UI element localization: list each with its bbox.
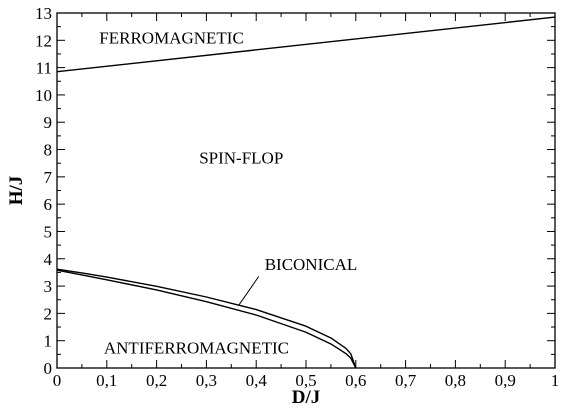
- ferromagnetic-label: FERROMAGNETIC: [99, 29, 244, 48]
- x-tick-label: 0,5: [295, 371, 316, 390]
- y-tick-label: 10: [35, 86, 52, 105]
- y-tick-label: 2: [44, 304, 53, 323]
- antiferromagnetic-label: ANTIFERROMAGNETIC: [104, 339, 289, 358]
- y-tick-label: 13: [35, 4, 52, 23]
- x-tick-label: 0: [53, 371, 62, 390]
- y-tick-label: 4: [44, 250, 53, 269]
- y-tick-label: 8: [44, 141, 53, 160]
- x-tick-label: 1: [551, 371, 560, 390]
- biconical-lower-line: [56, 269, 357, 369]
- y-tick-label: 11: [36, 59, 52, 78]
- biconical-upper-line: [56, 268, 357, 369]
- y-tick-label: 6: [44, 195, 53, 214]
- y-tick-label: 9: [44, 113, 53, 132]
- x-tick-label: 0,9: [495, 371, 516, 390]
- plot-frame: [56, 12, 556, 369]
- x-tick-label: 0,4: [246, 371, 268, 390]
- x-tick-label: 0,7: [395, 371, 417, 390]
- x-tick-label: 0,8: [445, 371, 466, 390]
- y-tick-label: 3: [44, 277, 53, 296]
- x-tick-label: 0,6: [345, 371, 366, 390]
- series-lines: [56, 16, 556, 369]
- x-tick-label: 0,3: [196, 371, 217, 390]
- y-tick-label: 0: [44, 359, 53, 378]
- x-tick-label: 0,2: [146, 371, 167, 390]
- y-axis-title: H/J: [6, 176, 27, 206]
- biconical-label: BICONICAL: [265, 255, 358, 274]
- y-tick-label: 5: [44, 222, 53, 241]
- ferromagnetic-boundary-line: [56, 16, 556, 73]
- x-axis: 0 0,1 0,2 0,3 0,4 0,5 0,6 0,7 0,8 0,9 1: [53, 13, 560, 390]
- spin-flop-label: SPIN-FLOP: [199, 149, 283, 168]
- region-labels: FERROMAGNETIC SPIN-FLOP BICONICAL ANTIFERRO…: [99, 29, 357, 358]
- x-tick-label: 0,1: [96, 371, 117, 390]
- x-axis-title: D/J: [292, 387, 321, 408]
- biconical-pointer: [238, 276, 260, 306]
- y-tick-label: 7: [44, 168, 53, 187]
- y-tick-label: 12: [35, 31, 52, 50]
- y-tick-label: 1: [44, 332, 53, 351]
